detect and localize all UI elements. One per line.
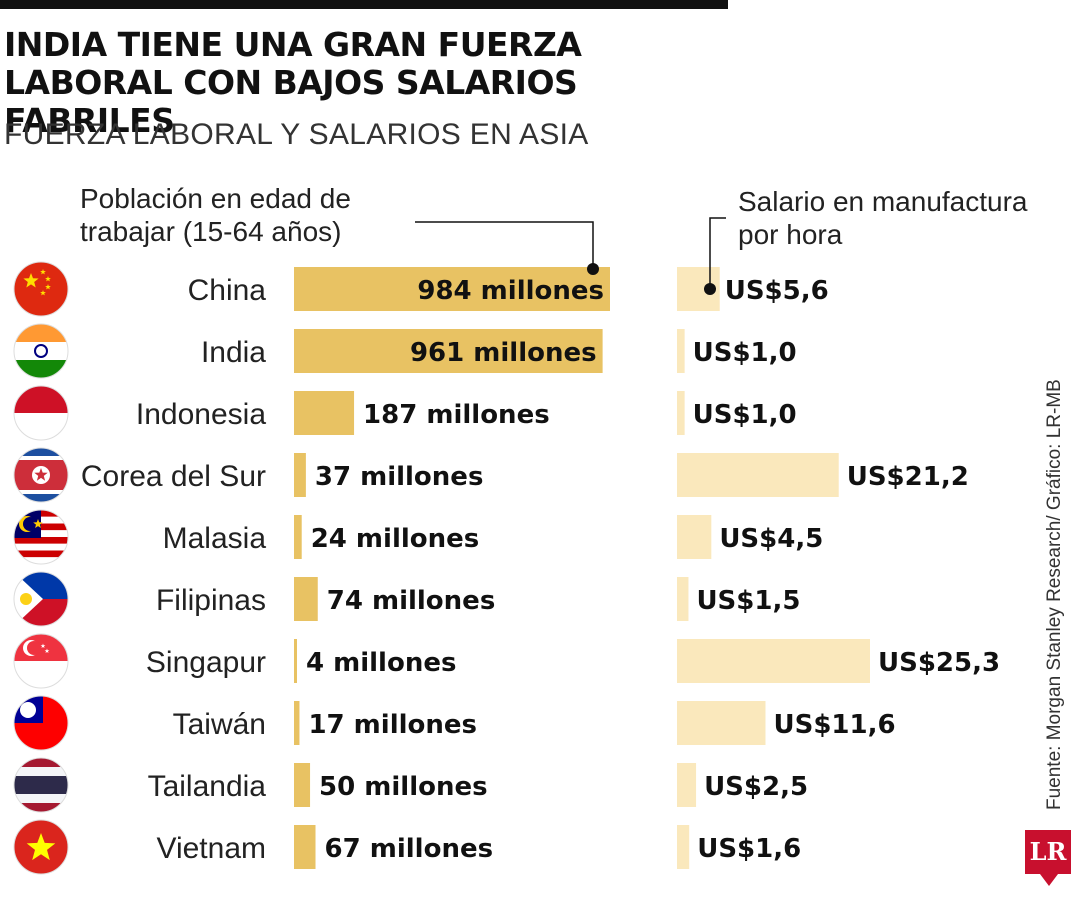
wage-bar: [677, 825, 690, 869]
population-bar: [294, 763, 311, 807]
thailand-flag-icon: [13, 757, 69, 813]
country-label: China: [188, 274, 267, 307]
population-leader-dot: [587, 263, 599, 275]
wage-bar: [677, 329, 685, 373]
population-value-label: 24 millones: [311, 524, 480, 554]
wage-leader-dot: [704, 283, 716, 295]
wage-value-label: US$25,3: [878, 648, 1000, 678]
wage-bar: [677, 453, 839, 497]
indonesia-flag-icon: [13, 385, 69, 441]
population-value-label: 4 millones: [306, 648, 456, 678]
population-bar: [294, 639, 297, 683]
row-taiwan: Taiwán 17 millones US$11,6: [13, 695, 896, 751]
population-bar: [294, 701, 300, 745]
wage-column-title: Salario en manufactura por hora: [738, 186, 1028, 250]
population-column-title: Población en edad de trabajar (15-64 año…: [80, 183, 351, 247]
wage-value-label: US$1,0: [693, 400, 797, 430]
row-indonesia: Indonesia 187 millones US$1,0: [13, 385, 797, 441]
wage-leader-line: [709, 217, 726, 286]
row-filipinas: Filipinas 74 millones US$1,5: [13, 571, 800, 627]
wage-value-label: US$4,5: [719, 524, 823, 554]
population-bar: [294, 825, 316, 869]
country-label: Vietnam: [156, 832, 266, 865]
population-value-label: 984 millones: [417, 276, 604, 306]
chart-subtitle: FUERZA LABORAL Y SALARIOS EN ASIA: [4, 118, 589, 151]
country-label: Filipinas: [156, 584, 266, 617]
country-label: Singapur: [146, 646, 266, 679]
wage-bar: [677, 391, 685, 435]
row-vietnam: Vietnam 67 millones US$1,6: [13, 819, 801, 875]
malaysia-flag-icon: [13, 509, 69, 565]
taiwan-flag-icon: [13, 695, 69, 751]
country-label: Malasia: [163, 522, 267, 555]
china-flag-icon: [13, 261, 69, 317]
wage-bar: [677, 577, 689, 621]
vietnam-flag-icon: [13, 819, 69, 875]
row-singapur: Singapur 4 millones US$25,3: [13, 633, 1000, 689]
row-tailandia: Tailandia 50 millones US$2,5: [13, 757, 808, 813]
wage-bar: [677, 763, 697, 807]
row-india: India 961 millones US$1,0: [13, 323, 797, 379]
row-corea-del-sur: Corea del Sur 37 millones US$21,2: [13, 447, 969, 503]
wage-value-label: US$1,6: [697, 834, 801, 864]
singapore-flag-icon: [13, 633, 69, 689]
population-bar: [294, 391, 355, 435]
wage-bar: [677, 639, 870, 683]
philippines-flag-icon: [13, 571, 69, 627]
population-value-label: 67 millones: [325, 834, 494, 864]
wage-value-label: US$1,5: [696, 586, 800, 616]
wage-value-label: US$2,5: [704, 772, 808, 802]
wage-value-label: US$11,6: [773, 710, 895, 740]
row-malasia: Malasia 24 millones US$4,5: [13, 509, 823, 565]
country-label: Corea del Sur: [81, 460, 266, 493]
wage-value-label: US$1,0: [693, 338, 797, 368]
population-value-label: 50 millones: [319, 772, 488, 802]
population-leader-line: [415, 221, 594, 268]
population-bar: [294, 453, 306, 497]
source-note: Fuente: Morgan Stanley Research/ Gráfico…: [1044, 379, 1065, 810]
row-china: China 984 millones US$5,6: [13, 261, 829, 317]
population-bar: [294, 329, 603, 373]
population-value-label: 74 millones: [327, 586, 496, 616]
population-bar: [294, 267, 610, 311]
population-bar: [294, 577, 318, 621]
country-label: Tailandia: [148, 770, 267, 803]
south-korea-flag-icon: [13, 447, 69, 503]
top-rule: [0, 0, 728, 9]
country-label: India: [201, 336, 266, 369]
india-flag-icon: [13, 323, 69, 379]
country-label: Indonesia: [136, 398, 266, 431]
population-value-label: 961 millones: [410, 338, 597, 368]
population-value-label: 187 millones: [363, 400, 550, 430]
population-bar: [294, 515, 302, 559]
wage-bar: [677, 515, 712, 559]
wage-bar: [677, 701, 766, 745]
population-value-label: 17 millones: [308, 710, 477, 740]
lr-logo-icon: LR: [1025, 830, 1071, 874]
country-label: Taiwán: [173, 708, 266, 741]
wage-value-label: US$5,6: [725, 276, 829, 306]
population-value-label: 37 millones: [315, 462, 484, 492]
wage-value-label: US$21,2: [847, 462, 969, 492]
chart-title: INDIA TIENE UNA GRAN FUERZA LABORAL CON …: [4, 25, 582, 140]
lr-logo-tail: [1040, 874, 1058, 886]
